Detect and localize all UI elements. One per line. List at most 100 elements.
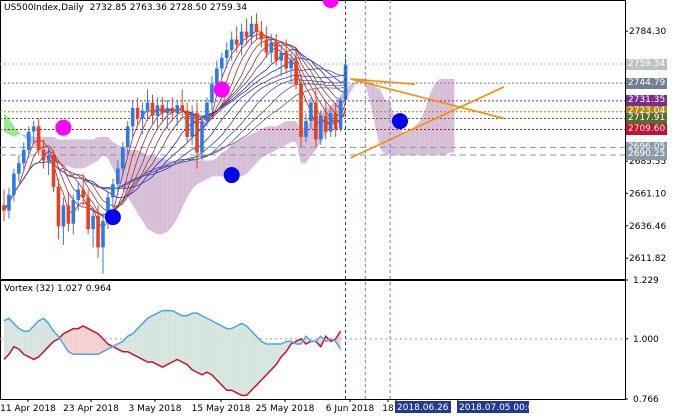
ma-line [3,41,346,213]
x-tick-label: 6 Jun 2018 [326,404,375,414]
cloud-segment [246,134,252,174]
vortex-fill [211,320,217,380]
candle-body [155,105,160,116]
vortex-fill [127,333,133,355]
candle-body [76,189,81,201]
candle-body [234,39,239,45]
cloud-segment [404,131,410,156]
trendline [350,78,505,120]
cloud-segment [266,126,272,156]
candle-body [116,168,120,185]
time-separators [345,0,391,399]
cloud-segment [271,126,277,153]
vortex-fill [63,331,69,352]
x-cursor-box [395,401,451,413]
x-cursor-label: 2018.07.05 00:00 [459,403,540,413]
candle-body [170,107,175,114]
cloud-segment [202,160,207,182]
candle-body [7,194,11,211]
vortex-fill [276,343,282,365]
cloud-segment [98,136,103,161]
vortex-fill [68,328,74,355]
main-plot-frame [0,0,626,280]
vortex-fill [103,338,108,352]
vortex-fill [88,328,94,355]
candle-body [249,23,254,37]
vortex-fill [187,313,193,370]
vortex-fill [177,313,183,362]
vortex-fill [83,326,89,355]
cloud-segment [73,139,79,169]
vortex-fill [38,318,44,357]
cloud-segment [350,81,356,93]
vortex-fill [335,331,341,350]
candle-body [220,57,224,69]
cloud-segment [18,131,24,137]
vortex-border [0,280,626,400]
vortex-fill [48,323,54,347]
candle-body [309,102,313,122]
cloud-segment [4,113,9,135]
candle-body [294,60,298,85]
x-cursor-label: 2018.06.26 0 [397,403,457,413]
cloud-segment [58,139,64,166]
x-tick-label: 23 Apr 2018 [63,404,119,414]
candle-body [81,189,85,198]
vortex-fill [197,313,202,375]
trendlines [350,78,505,159]
x-tick-label: 3 May 2018 [129,404,182,414]
cloud-segment [13,126,19,137]
vortex-fill [28,326,34,360]
vortex-fill [256,336,262,386]
candle-body [61,205,66,227]
vortex-y-tick-label: 1.000 [633,335,659,345]
candle-body [319,115,323,140]
vortex-fill [182,315,188,365]
vortex-fill [266,343,272,375]
vortex-fill [73,328,79,355]
candle-body [51,155,56,187]
cloud-segment [276,123,282,151]
main-border [0,0,626,280]
vortex-fill [147,315,153,362]
cloud-segment [132,150,138,214]
candle-body [190,113,194,137]
candle-body [289,60,293,69]
candle-body [91,215,95,229]
candle-body [175,105,180,114]
candle-body [160,105,165,114]
candle-body [185,110,189,137]
candle-body [304,121,308,137]
cloud-segment [83,139,89,169]
cloud-segment [177,160,183,219]
vortex-fill [157,310,163,368]
candle-body [215,68,219,85]
cloud-segment [375,86,381,148]
vortex-fill [18,328,24,355]
cloud-segment [400,128,405,156]
cloud-segment [409,126,415,156]
cloud-segment [291,121,297,143]
price-level-tag: 2690.25 [626,149,668,161]
indicator-header: Vortex (32) 1.027 0.964 [4,284,112,294]
vortex-fill [93,331,99,355]
candle-body [41,150,46,161]
vortex-fill [206,318,212,375]
candle-body [101,221,105,248]
vortex-y-tick-label: 0.766 [633,395,659,405]
cloud-segment [221,150,227,177]
y-tick-label: 2636.46 [629,222,666,232]
blue-signal-dot [392,113,408,130]
cloud-segment [261,126,267,158]
cloud-segment [390,102,396,156]
cloud-segment [241,136,247,177]
candle-body [224,50,229,58]
candle-body [338,100,343,129]
candle-body [96,215,100,248]
candle-body [130,107,135,127]
cloud-segment [449,78,455,153]
candle-body [195,113,199,153]
cloud-segment [63,139,69,166]
price-level-tag: 2744.79 [626,77,668,89]
candle-body [259,31,264,40]
